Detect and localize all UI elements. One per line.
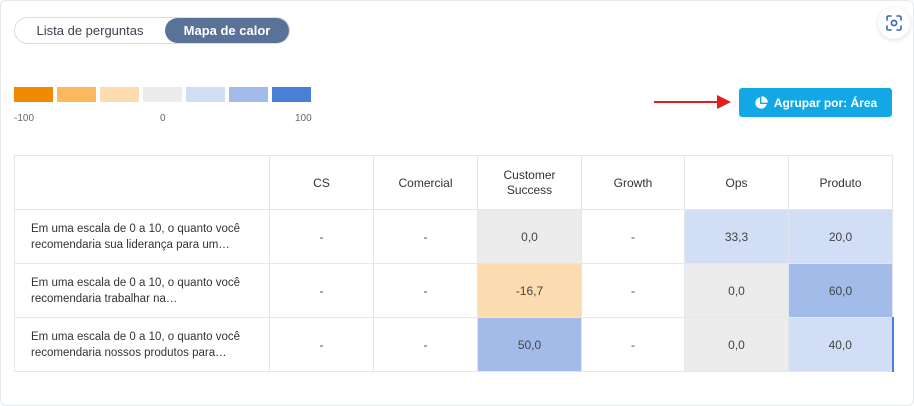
value-cell[interactable]: - [581, 263, 685, 318]
value-cell[interactable]: - [269, 263, 374, 318]
focus-scan-button[interactable] [878, 7, 910, 39]
value-cell[interactable]: - [373, 263, 478, 318]
table-row: Em uma escala de 0 a 10, o quanto você r… [14, 263, 893, 318]
value-cell[interactable]: - [269, 317, 374, 372]
column-header-question [14, 155, 270, 210]
legend-swatch [143, 87, 182, 102]
column-header-ops: Ops [684, 155, 789, 210]
toggle-option-heatmap[interactable]: Mapa de calor [165, 18, 289, 43]
question-cell: Em uma escala de 0 a 10, o quanto você r… [14, 317, 270, 372]
column-header-produto: Produto [788, 155, 893, 210]
value-cell[interactable]: 33,3 [684, 209, 789, 264]
value-cell[interactable]: - [373, 209, 478, 264]
value-cell[interactable]: 0,0 [684, 263, 789, 318]
group-by-area-label: Agrupar por: Área [773, 95, 878, 110]
column-header-customer-success: Customer Success [477, 155, 582, 210]
legend-swatch [229, 87, 268, 102]
column-header-cs: CS [269, 155, 374, 210]
legend-swatch [186, 87, 225, 102]
value-cell[interactable]: 50,0 [477, 317, 582, 372]
group-by-area-button[interactable]: Agrupar por: Área [739, 88, 892, 117]
question-cell: Em uma escala de 0 a 10, o quanto você r… [14, 263, 270, 318]
table-row: Em uma escala de 0 a 10, o quanto você r… [14, 209, 893, 264]
heatmap-legend [14, 87, 311, 102]
legend-swatch [14, 87, 53, 102]
column-header-growth: Growth [581, 155, 685, 210]
value-cell[interactable]: - [581, 209, 685, 264]
table-header-row: CS Comercial Customer Success Growth Ops… [14, 155, 893, 210]
value-cell[interactable]: 0,0 [477, 209, 582, 264]
legend-swatch [272, 87, 311, 102]
table-row: Em uma escala de 0 a 10, o quanto você r… [14, 317, 894, 372]
value-cell[interactable]: 40,0 [788, 317, 894, 372]
legend-max-label: 100 [295, 113, 312, 124]
value-cell[interactable]: - [581, 317, 685, 372]
legend-swatch [100, 87, 139, 102]
toggle-option-question-list[interactable]: Lista de perguntas [36, 23, 144, 38]
pie-chart-icon [755, 95, 768, 109]
value-cell[interactable]: -16,7 [477, 263, 582, 318]
legend-min-label: -100 [14, 113, 35, 124]
value-cell[interactable]: 20,0 [788, 209, 893, 264]
view-toggle: Lista de perguntas Mapa de calor [14, 17, 290, 44]
question-cell: Em uma escala de 0 a 10, o quanto você r… [14, 209, 270, 264]
heatmap-table: CS Comercial Customer Success Growth Ops… [14, 155, 894, 372]
value-cell[interactable]: - [373, 317, 478, 372]
legend-mid-label: 0 [160, 113, 166, 124]
value-cell[interactable]: 0,0 [684, 317, 789, 372]
value-cell[interactable]: 60,0 [788, 263, 893, 318]
column-header-comercial: Comercial [373, 155, 478, 210]
red-arrow-icon [654, 95, 731, 109]
focus-scan-icon [886, 15, 902, 31]
legend-swatch [57, 87, 96, 102]
value-cell[interactable]: - [269, 209, 374, 264]
